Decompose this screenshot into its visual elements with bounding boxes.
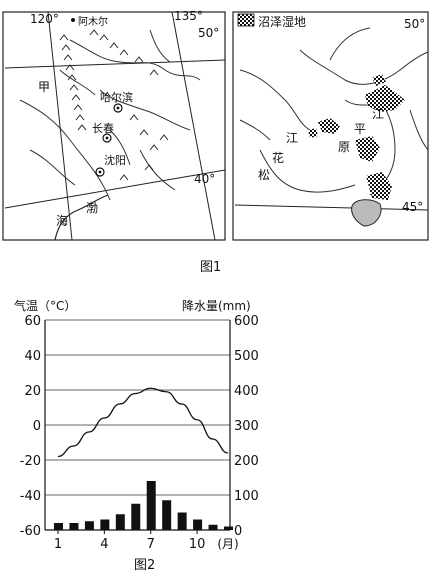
y-left-axis-title: 气温（°C） [14, 299, 77, 313]
y-right-axis-title: 降水量(mm) [182, 299, 251, 313]
x-tick-label-1: 1 [54, 537, 62, 552]
temp-tick-label-3: 0 [33, 419, 41, 434]
lon-label-120: 120° [30, 12, 59, 26]
precip-bar-3 [84, 521, 94, 530]
place-char-yuan: 原 [338, 140, 351, 154]
temp-tick-label-1: 40 [24, 349, 41, 364]
x-tick-label-4: 4 [100, 537, 108, 552]
precip-bar-2 [69, 523, 79, 530]
precip-bar-4 [100, 519, 110, 530]
city-label-shenyang: 沈阳 [104, 154, 126, 167]
region-label-jia: 甲 [38, 80, 51, 94]
temp-tick-label-6: -60 [20, 524, 41, 539]
figure1-caption: 图1 [200, 260, 222, 275]
x-tick-label-10: 10 [189, 537, 206, 552]
precip-tick-label-6: 0 [234, 524, 242, 539]
temp-tick-label-4: -20 [20, 454, 41, 469]
precip-tick-label-0: 600 [234, 314, 259, 329]
lat-label-45-right: 45° [402, 200, 424, 214]
place-char-ping: 平 [354, 122, 367, 136]
precip-bar-12 [224, 526, 233, 530]
precip-tick-label-4: 200 [234, 454, 259, 469]
lon-label-135: 135° [174, 9, 203, 23]
sea-label-bo: 渤 [86, 201, 99, 215]
precip-tick-label-3: 300 [234, 419, 259, 434]
temp-tick-label-2: 20 [24, 384, 41, 399]
legend-label-wetland: 沼泽湿地 [258, 15, 307, 29]
temp-tick-label-0: 60 [24, 314, 41, 329]
place-char-jiang-1: 江 [286, 131, 299, 145]
lat-label-50-left: 50° [198, 26, 220, 40]
place-char-hua: 花 [272, 151, 285, 165]
temp-tick-label-5: -40 [20, 489, 41, 504]
city-label-harbin: 哈尔滨 [100, 91, 133, 104]
place-char-song: 松 [258, 168, 271, 182]
place-char-jiang-2: 江 [372, 107, 385, 121]
precip-bar-7 [146, 481, 156, 530]
lat-label-50-right: 50° [404, 17, 426, 31]
x-unit-label: (月) [217, 537, 238, 551]
precip-bar-9 [177, 512, 187, 530]
city-label-amur: 阿木尔 [78, 17, 108, 28]
figure2-caption: 图2 [134, 558, 156, 573]
precip-bar-1 [54, 523, 63, 530]
x-tick-label-7: 7 [147, 537, 155, 552]
precip-tick-label-1: 500 [234, 349, 259, 364]
precip-bar-8 [162, 500, 172, 530]
lat-label-40-left: 40° [194, 172, 216, 186]
city-label-changchun: 长春 [92, 122, 114, 135]
precip-tick-label-2: 400 [234, 384, 259, 399]
precip-bar-11 [208, 524, 218, 530]
precip-bar-6 [131, 503, 141, 530]
precip-bar-10 [193, 519, 203, 530]
sea-label-hai: 海 [56, 214, 69, 228]
temperature-curve [57, 387, 229, 458]
precip-tick-label-5: 100 [234, 489, 259, 504]
precip-bar-5 [115, 514, 125, 530]
